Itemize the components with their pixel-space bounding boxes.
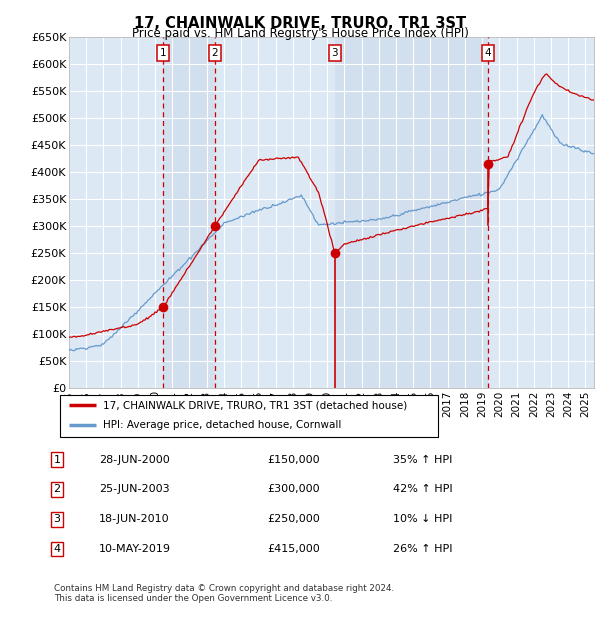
Text: 3: 3: [53, 514, 61, 524]
Text: 10% ↓ HPI: 10% ↓ HPI: [393, 514, 452, 524]
Text: Contains HM Land Registry data © Crown copyright and database right 2024.
This d: Contains HM Land Registry data © Crown c…: [54, 584, 394, 603]
Text: 17, CHAINWALK DRIVE, TRURO, TR1 3ST: 17, CHAINWALK DRIVE, TRURO, TR1 3ST: [134, 16, 466, 31]
Text: 18-JUN-2010: 18-JUN-2010: [99, 514, 170, 524]
Bar: [335, 37, 488, 387]
Text: 4: 4: [53, 544, 61, 554]
Text: £415,000: £415,000: [267, 544, 320, 554]
Text: 10-MAY-2019: 10-MAY-2019: [99, 544, 171, 554]
Text: £150,000: £150,000: [267, 454, 320, 464]
Text: 4: 4: [485, 48, 491, 58]
Text: 3: 3: [332, 48, 338, 58]
Text: HPI: Average price, detached house, Cornwall: HPI: Average price, detached house, Corn…: [103, 420, 342, 430]
Text: £300,000: £300,000: [267, 484, 320, 494]
Text: £250,000: £250,000: [267, 514, 320, 524]
Text: 2: 2: [53, 484, 61, 494]
Text: 26% ↑ HPI: 26% ↑ HPI: [393, 544, 452, 554]
Text: 25-JUN-2003: 25-JUN-2003: [99, 484, 170, 494]
Text: 17, CHAINWALK DRIVE, TRURO, TR1 3ST (detached house): 17, CHAINWALK DRIVE, TRURO, TR1 3ST (det…: [103, 401, 408, 410]
Text: 35% ↑ HPI: 35% ↑ HPI: [393, 454, 452, 464]
Text: 42% ↑ HPI: 42% ↑ HPI: [393, 484, 452, 494]
Text: Price paid vs. HM Land Registry's House Price Index (HPI): Price paid vs. HM Land Registry's House …: [131, 27, 469, 40]
Text: 2: 2: [211, 48, 218, 58]
Text: 1: 1: [53, 454, 61, 464]
Text: 28-JUN-2000: 28-JUN-2000: [99, 454, 170, 464]
Text: 1: 1: [160, 48, 166, 58]
Bar: [163, 37, 215, 387]
